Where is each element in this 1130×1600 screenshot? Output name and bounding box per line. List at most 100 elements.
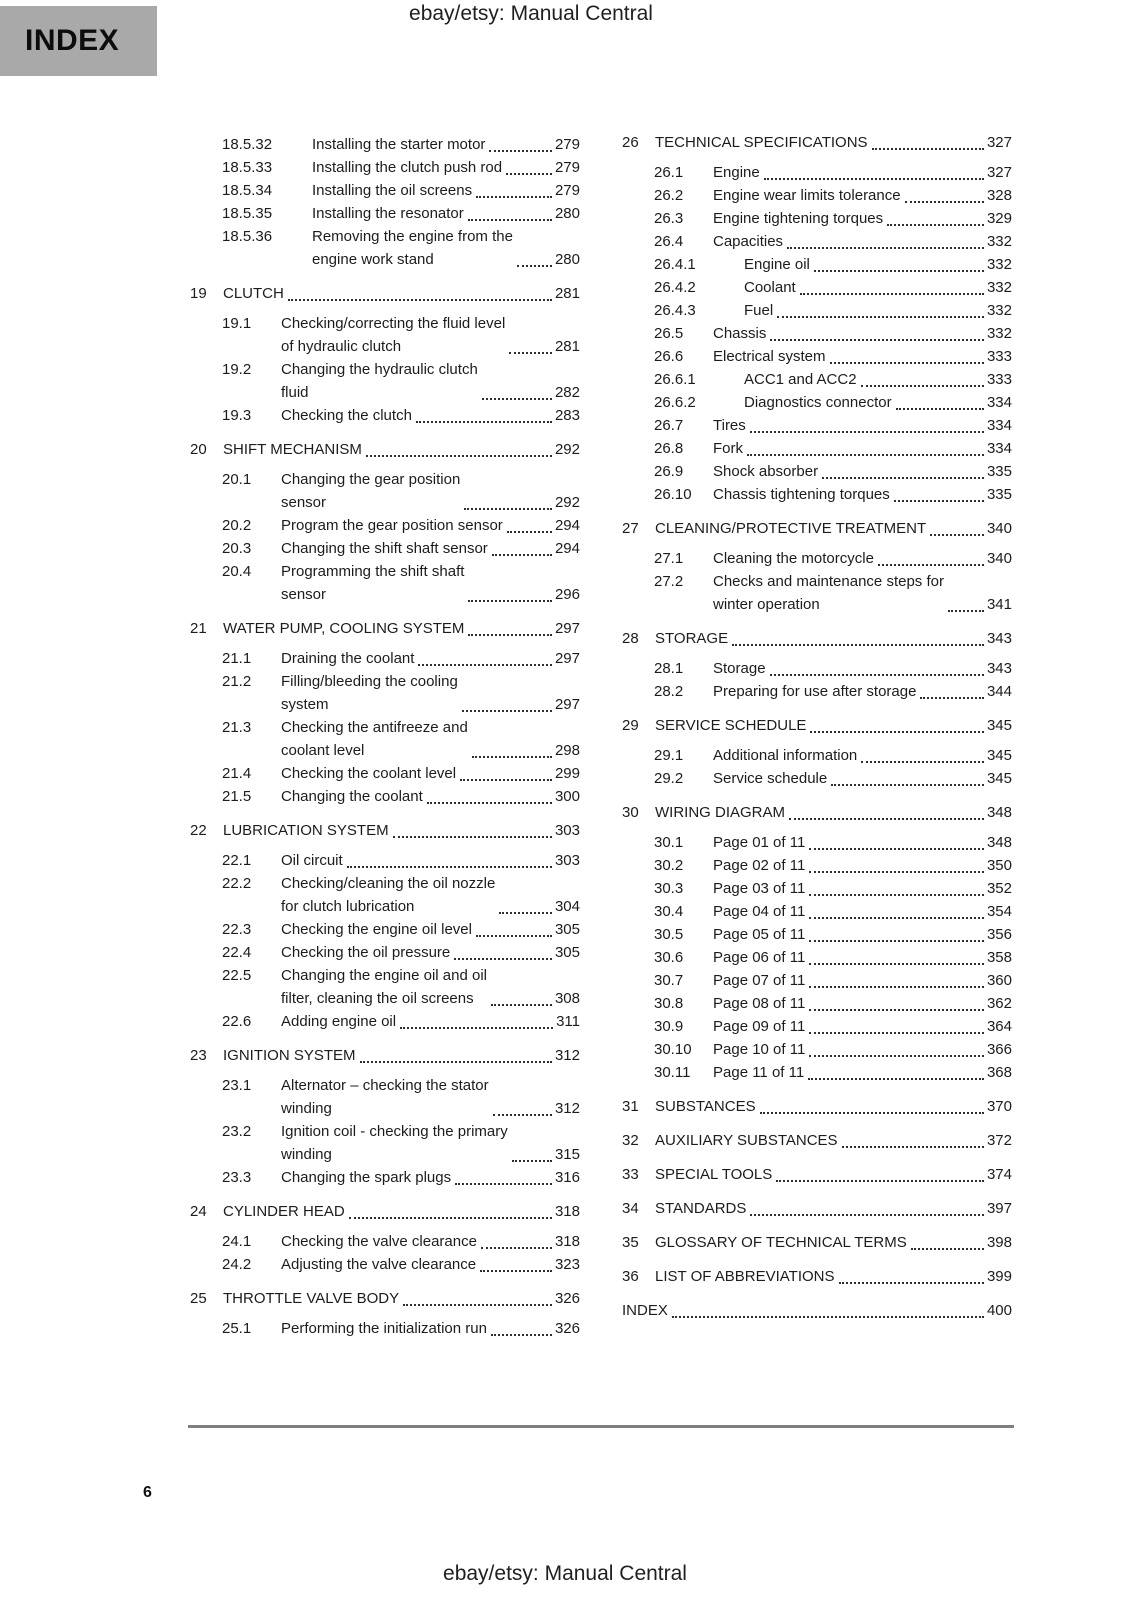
- toc-entry-number: 27.1: [654, 550, 684, 567]
- toc-entry-body: Page 11 of 11 368: [713, 1061, 1012, 1084]
- toc-entry-number: 20.1: [222, 471, 252, 488]
- toc-dot-leader: [468, 600, 552, 602]
- toc-entry-body: Page 04 of 11 354: [713, 900, 1012, 923]
- toc-entry-number: 22.4: [222, 944, 252, 961]
- toc-entry-page: 328: [986, 187, 1012, 204]
- toc-entry-title: Changing the gear position sensor: [281, 471, 461, 511]
- toc-entry-title: Changing the shift shaft sensor: [281, 540, 488, 557]
- index-tab: INDEX: [0, 6, 157, 76]
- toc-section-row: 30.3 Page 03 of 11 352: [622, 877, 1012, 900]
- toc-dot-leader: [887, 224, 984, 226]
- toc-dot-leader: [809, 1055, 984, 1057]
- toc-entry-body: Checking the oil pressure 305: [281, 941, 580, 964]
- toc-entry-page: 303: [554, 852, 580, 869]
- toc-section-row: 26.4 Capacities 332: [622, 230, 1012, 253]
- toc-entry-body: Checks and maintenance steps for winter …: [713, 570, 1012, 616]
- toc-entry-page: 303: [554, 822, 580, 839]
- toc-entry-title: Page 04 of 11: [713, 903, 806, 920]
- toc-chapter-row: 21 WATER PUMP, COOLING SYSTEM 297: [190, 617, 580, 640]
- toc-entry-body: Checking/cleaning the oil nozzle for clu…: [281, 872, 580, 918]
- toc-entry-body: Changing the shift shaft sensor 294: [281, 537, 580, 560]
- toc-entry-body: Installing the resonator 280: [312, 202, 580, 225]
- toc-entry-title: Checking the valve clearance: [281, 1233, 477, 1250]
- toc-entry-body: Page 10 of 11 366: [713, 1038, 1012, 1061]
- toc-dot-leader: [480, 1270, 552, 1272]
- toc-entry-number: 20.3: [222, 540, 252, 557]
- toc-entry-title: Fork: [713, 440, 743, 457]
- toc-section-row: 24.1 Checking the valve clearance 318: [190, 1230, 580, 1253]
- toc-dot-leader: [947, 610, 984, 612]
- toc-entry-page: 283: [554, 407, 580, 424]
- toc-entry-body: LUBRICATION SYSTEM 303: [223, 819, 580, 842]
- toc-chapter-row: 35 GLOSSARY OF TECHNICAL TERMS 398: [622, 1231, 1012, 1254]
- toc-dot-leader: [426, 802, 552, 804]
- toc-entry-body: Shock absorber 335: [713, 460, 1012, 483]
- toc-entry-number: 30: [622, 804, 639, 821]
- toc-entry-body: Engine oil 332: [744, 253, 1012, 276]
- toc-entry-page: 356: [986, 926, 1012, 943]
- toc-entry-number: 18.5.34: [222, 182, 273, 199]
- toc-entry-page: 312: [554, 1100, 580, 1117]
- toc-section-row: 30.2 Page 02 of 11 350: [622, 854, 1012, 877]
- toc-entry-page: 318: [554, 1233, 580, 1250]
- toc-section-row: 21.2 Filling/bleeding the cooling system 2…: [190, 670, 580, 716]
- toc-entry-page: 316: [554, 1169, 580, 1186]
- toc-entry-number: 26.8: [654, 440, 684, 457]
- toc-entry-title: Page 07 of 11: [713, 972, 806, 989]
- toc-entry-number: 31: [622, 1098, 639, 1115]
- toc-entry-title: Removing the engine from the engine work…: [312, 228, 513, 268]
- toc-entry-body: Checking the antifreeze and coolant leve…: [281, 716, 580, 762]
- toc-dot-leader: [809, 871, 984, 873]
- toc-dot-leader: [808, 1078, 984, 1080]
- toc-entry-number: 30.4: [654, 903, 684, 920]
- toc-entry-title: SHIFT MECHANISM: [223, 441, 362, 458]
- toc-entry-number: 26: [622, 134, 639, 151]
- toc-entry-title: Capacities: [713, 233, 784, 250]
- toc-entry-number: 18.5.36: [222, 228, 273, 245]
- toc-entry-title: Adjusting the valve clearance: [281, 1256, 477, 1273]
- toc-entry-title: Page 01 of 11: [713, 834, 806, 851]
- toc-entry-title: SERVICE SCHEDULE: [655, 717, 807, 734]
- toc-chapter-row: 33 SPECIAL TOOLS 374: [622, 1163, 1012, 1186]
- toc-entry-number: 21: [190, 620, 207, 637]
- toc-section-row: 22.6 Adding engine oil 311: [190, 1010, 580, 1033]
- toc-entry-number: 27: [622, 520, 639, 537]
- toc-entry-title: Coolant: [744, 279, 796, 296]
- toc-dot-leader: [750, 1214, 984, 1216]
- toc-entry-number: 18.5.33: [222, 159, 273, 176]
- toc-section-row: 30.6 Page 06 of 11 358: [622, 946, 1012, 969]
- toc-entry-page: 368: [986, 1064, 1012, 1081]
- toc-entry-page: 315: [554, 1146, 580, 1163]
- toc-entry-body: Chassis tightening torques 335: [713, 483, 1012, 506]
- toc-entry-page: 312: [554, 1047, 580, 1064]
- toc-entry-number: 30.9: [654, 1018, 684, 1035]
- toc-entry-body: Installing the oil screens 279: [312, 179, 580, 202]
- toc-section-row: 26.2 Engine wear limits tolerance 328: [622, 184, 1012, 207]
- toc-dot-leader: [860, 385, 984, 387]
- toc-section-row: 26.6.2 Diagnostics connector 334: [622, 391, 1012, 414]
- toc-entry-page: 345: [986, 747, 1012, 764]
- toc-entry-page: 292: [554, 441, 580, 458]
- toc-entry-title: Changing the hydraulic clutch fluid: [281, 361, 478, 401]
- toc-entry-number: 28: [622, 630, 639, 647]
- toc-dot-leader: [809, 963, 984, 965]
- toc-entry-body: Oil circuit 303: [281, 849, 580, 872]
- toc-entry-page: 281: [554, 285, 580, 302]
- toc-section-row: 30.11 Page 11 of 11 368: [622, 1061, 1012, 1084]
- toc-chapter-row: 34 STANDARDS 397: [622, 1197, 1012, 1220]
- toc-section-row: 30.8 Page 08 of 11 362: [622, 992, 1012, 1015]
- toc-entry-body: Engine 327: [713, 161, 1012, 184]
- toc-entry-title: Chassis tightening torques: [713, 486, 890, 503]
- toc-section-row: 26.4.3 Fuel 332: [622, 299, 1012, 322]
- toc-entry-title: Diagnostics connector: [744, 394, 892, 411]
- toc-section-row: 26.6.1 ACC1 and ACC2 333: [622, 368, 1012, 391]
- toc-entry-number: 25.1: [222, 1320, 252, 1337]
- toc-dot-leader: [471, 756, 552, 758]
- toc-chapter-row: 26 TECHNICAL SPECIFICATIONS 327: [622, 131, 1012, 154]
- toc-chapter-row: 20 SHIFT MECHANISM 292: [190, 438, 580, 461]
- toc-section-row: 29.2 Service schedule 345: [622, 767, 1012, 790]
- toc-entry-number: 23.3: [222, 1169, 252, 1186]
- toc-entry-body: AUXILIARY SUBSTANCES 372: [655, 1129, 1012, 1152]
- toc-entry-number: 29: [622, 717, 639, 734]
- toc-entry-number: 26.9: [654, 463, 684, 480]
